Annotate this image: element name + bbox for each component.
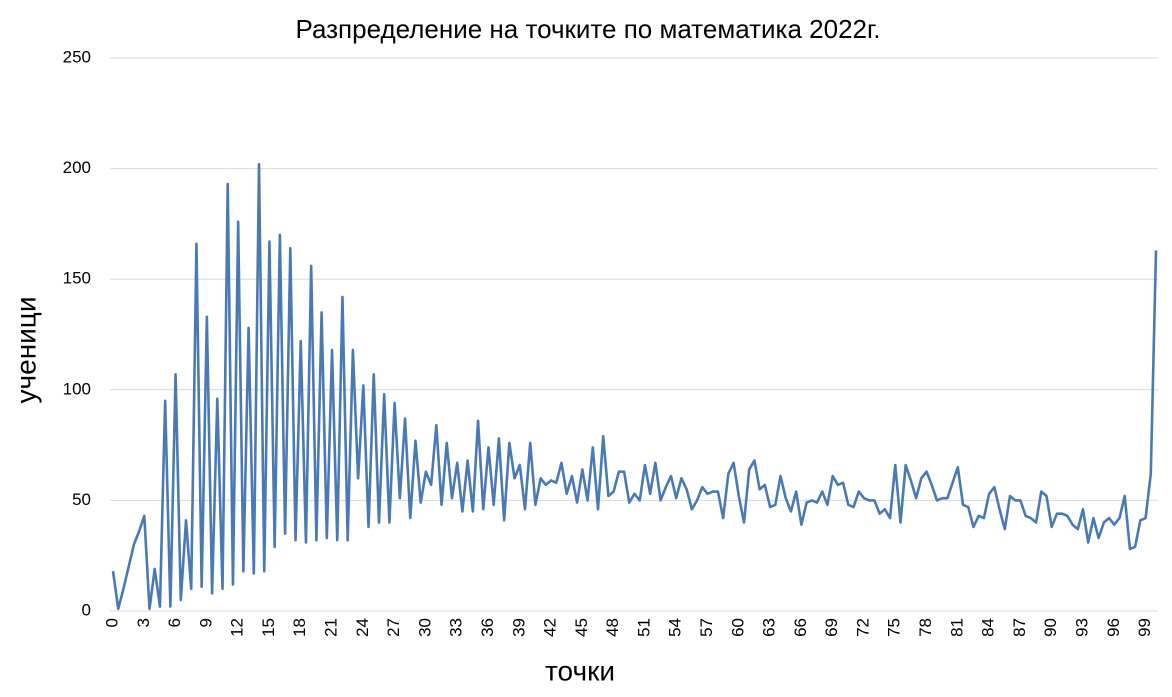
x-tick-label: 51	[634, 618, 653, 637]
x-tick-label: 18	[290, 618, 309, 637]
x-tick-label: 57	[697, 618, 716, 637]
x-tick-label: 87	[1010, 618, 1029, 637]
x-tick-label: 48	[603, 618, 622, 637]
x-tick-label: 63	[760, 618, 779, 637]
x-tick-label: 84	[979, 618, 998, 637]
x-tick-label: 12	[228, 618, 247, 637]
x-tick-label: 3	[134, 618, 153, 627]
x-tick-label: 78	[916, 618, 935, 637]
x-axis-title: точки	[545, 655, 615, 686]
x-tick-label: 9	[196, 618, 215, 627]
x-tick-label: 90	[1041, 618, 1060, 637]
y-tick-label: 250	[63, 47, 91, 66]
x-tick-label: 15	[259, 618, 278, 637]
x-tick-label: 72	[853, 618, 872, 637]
y-tick-label: 200	[63, 158, 91, 177]
x-tick-label: 21	[322, 618, 341, 637]
x-tick-label: 24	[353, 618, 372, 637]
x-tick-label: 96	[1104, 618, 1123, 637]
x-tick-label: 30	[415, 618, 434, 637]
data-line	[111, 162, 1158, 611]
y-tick-label: 50	[72, 490, 91, 509]
x-tick-label: 33	[447, 618, 466, 637]
x-tick-label: 69	[822, 618, 841, 637]
chart-title: Разпределение на точките по математика 2…	[295, 14, 880, 44]
x-tick-label: 81	[947, 618, 966, 637]
x-tick-label: 66	[791, 618, 810, 637]
x-tick-label: 6	[165, 618, 184, 627]
x-tick-label: 27	[384, 618, 403, 637]
x-tick-label: 36	[478, 618, 497, 637]
x-tick-label: 93	[1072, 618, 1091, 637]
y-tick-label: 0	[82, 600, 91, 619]
y-axis-title: ученици	[10, 297, 41, 404]
y-tick-label: 150	[63, 269, 91, 288]
x-tick-label: 99	[1135, 618, 1154, 637]
x-tick-label: 45	[572, 618, 591, 637]
x-tick-label: 42	[541, 618, 560, 637]
x-tick-label: 0	[102, 618, 121, 627]
x-tick-label: 75	[885, 618, 904, 637]
y-tick-label: 100	[63, 379, 91, 398]
x-tick-label: 39	[509, 618, 528, 637]
x-tick-label: 60	[728, 618, 747, 637]
x-tick-label: 54	[666, 618, 685, 637]
